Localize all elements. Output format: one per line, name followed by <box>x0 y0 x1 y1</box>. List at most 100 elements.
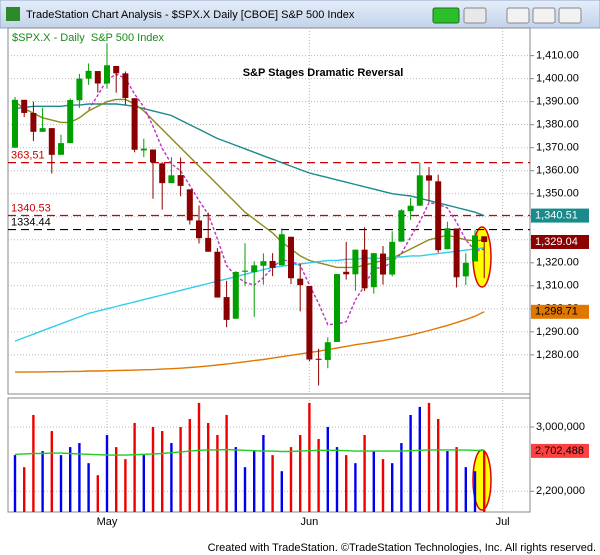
candle-body <box>150 149 156 163</box>
volume-bar <box>13 455 17 512</box>
candle-body <box>426 175 432 181</box>
close-button[interactable] <box>558 7 582 24</box>
y-tick-label: 1,310.00 <box>536 280 579 292</box>
y-tick-label: 1,320.00 <box>536 257 579 269</box>
volume-bar <box>289 447 293 512</box>
candle-body <box>251 265 258 272</box>
volume-bar <box>188 418 191 512</box>
app-icon <box>6 7 20 21</box>
y-tick-label: 1,380.00 <box>536 119 579 131</box>
candle-body <box>242 270 248 272</box>
volume-bar <box>253 451 256 512</box>
volume-bar <box>308 402 311 512</box>
y-tick-label: 1,400.00 <box>536 73 579 85</box>
candle-body <box>278 234 285 266</box>
volume-bar <box>161 431 164 512</box>
candle-body <box>186 189 193 221</box>
candle-body <box>407 205 414 212</box>
value-tag-label: 1,340.51 <box>535 209 578 221</box>
candle-body <box>196 220 202 239</box>
volume-bar <box>372 451 375 512</box>
volume-bar <box>87 463 90 512</box>
candle-body <box>481 236 488 242</box>
candle-body <box>352 249 359 275</box>
volume-bar <box>105 435 109 512</box>
candle-body <box>334 274 340 342</box>
candle-body <box>343 271 350 275</box>
volume-bar <box>78 443 81 512</box>
candle-body <box>361 249 368 289</box>
volume-bar <box>151 427 155 512</box>
candle-body <box>140 148 147 151</box>
volume-bar <box>115 447 118 512</box>
volume-bar <box>170 443 173 512</box>
y-tick-label: 1,370.00 <box>536 142 579 154</box>
volume-bar <box>41 451 44 512</box>
y-tick-label: 1,410.00 <box>536 50 579 62</box>
candle-body <box>205 237 212 252</box>
candle-body <box>324 342 331 360</box>
candle-body <box>380 253 386 275</box>
value-tag-label: 1,329.04 <box>535 236 578 248</box>
y-tick-label: 1,290.00 <box>536 326 579 338</box>
x-tick-label: Jun <box>301 516 319 528</box>
candle-body <box>297 278 304 286</box>
moving-average-line <box>88 73 485 326</box>
volume-bar <box>197 402 201 512</box>
volume-bar <box>96 475 99 512</box>
window-title: TradeStation Chart Analysis - $SPX.X Dai… <box>26 9 355 21</box>
volume-bar <box>179 427 182 512</box>
volume-bar <box>216 435 219 512</box>
volume-bar <box>473 471 477 512</box>
volume-bar <box>280 471 283 512</box>
volume-bar <box>142 455 145 512</box>
moving-average-line <box>14 247 485 342</box>
volume-bar <box>243 467 247 512</box>
volume-bar <box>299 435 302 512</box>
candle-body <box>472 235 478 262</box>
candle-body <box>232 272 239 319</box>
footer: Created with TradeStation. ©TradeStation… <box>208 542 596 554</box>
candle-body <box>131 98 138 150</box>
candle-body <box>39 128 46 132</box>
candle-body <box>435 181 442 251</box>
volume-bar <box>32 414 35 512</box>
volume-bar <box>317 439 320 512</box>
volume-bar <box>483 450 486 512</box>
value-tag <box>531 208 589 223</box>
candle-body <box>122 73 129 98</box>
reference-label: 363,51 <box>11 150 45 162</box>
candle-body <box>306 286 313 360</box>
symbol-label: $SPX.X - Daily S&P 500 Index <box>12 32 165 44</box>
volume-bar <box>381 459 385 512</box>
volume-bar <box>124 459 127 512</box>
volume-bar <box>400 443 403 512</box>
grid-layer <box>8 28 534 512</box>
candle-body <box>260 261 267 266</box>
volume-bar <box>335 447 339 512</box>
moving-average-line <box>14 103 485 217</box>
candle-body <box>462 262 469 277</box>
symbol-button[interactable] <box>432 7 460 24</box>
candle-body <box>444 228 451 250</box>
volume-bar <box>464 467 467 512</box>
volume-bar <box>418 406 421 512</box>
x-tick-label: Jul <box>496 516 510 528</box>
minimize-button[interactable] <box>506 7 530 24</box>
candle-body <box>223 297 230 320</box>
volume-bar <box>427 402 431 512</box>
candle-body <box>315 358 322 360</box>
volume-bar <box>23 467 26 512</box>
maximize-button[interactable] <box>532 7 556 24</box>
volume-bar <box>262 435 265 512</box>
volume-bar <box>326 427 329 512</box>
candle-body <box>416 175 423 206</box>
volume-bar <box>345 455 348 512</box>
candle-body <box>94 71 101 84</box>
candle-body <box>370 253 377 288</box>
value-tag <box>531 304 589 319</box>
menu-button[interactable] <box>463 7 487 24</box>
candle-body <box>104 65 110 84</box>
volume-bar <box>391 463 394 512</box>
